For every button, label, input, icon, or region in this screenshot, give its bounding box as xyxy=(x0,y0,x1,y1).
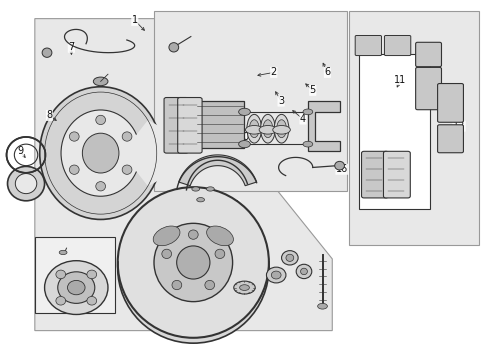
Ellipse shape xyxy=(118,193,268,343)
Ellipse shape xyxy=(96,115,105,125)
Ellipse shape xyxy=(42,48,52,57)
FancyBboxPatch shape xyxy=(437,125,463,153)
Ellipse shape xyxy=(87,270,97,279)
Text: 7: 7 xyxy=(68,42,74,52)
Ellipse shape xyxy=(245,126,263,134)
Ellipse shape xyxy=(87,297,97,305)
Ellipse shape xyxy=(303,109,312,115)
Text: 6: 6 xyxy=(324,67,330,77)
Ellipse shape xyxy=(285,254,293,261)
Bar xyxy=(358,54,429,209)
Text: 8: 8 xyxy=(46,111,52,121)
Ellipse shape xyxy=(93,77,108,86)
Ellipse shape xyxy=(154,223,232,302)
Ellipse shape xyxy=(317,303,327,309)
Ellipse shape xyxy=(272,126,290,134)
Polygon shape xyxy=(179,155,256,186)
Text: 16: 16 xyxy=(335,164,347,174)
Ellipse shape xyxy=(162,249,171,258)
Ellipse shape xyxy=(206,187,214,191)
Ellipse shape xyxy=(300,268,307,275)
Ellipse shape xyxy=(259,126,276,134)
Bar xyxy=(35,237,115,313)
Text: 5: 5 xyxy=(309,85,315,95)
Ellipse shape xyxy=(44,261,108,315)
Ellipse shape xyxy=(296,264,311,279)
Polygon shape xyxy=(195,101,244,148)
Ellipse shape xyxy=(168,42,178,52)
Ellipse shape xyxy=(122,165,132,174)
Bar xyxy=(348,12,478,244)
Ellipse shape xyxy=(196,198,204,202)
Ellipse shape xyxy=(96,181,105,191)
Text: 15: 15 xyxy=(141,215,153,224)
Text: 3: 3 xyxy=(278,96,284,106)
Text: 18: 18 xyxy=(15,189,27,199)
Ellipse shape xyxy=(188,230,198,239)
Ellipse shape xyxy=(58,272,95,303)
Ellipse shape xyxy=(172,280,182,290)
Ellipse shape xyxy=(238,140,250,148)
Ellipse shape xyxy=(56,270,65,279)
Ellipse shape xyxy=(276,120,286,138)
Text: 10: 10 xyxy=(238,132,250,142)
FancyBboxPatch shape xyxy=(437,84,463,122)
Ellipse shape xyxy=(67,280,85,295)
FancyBboxPatch shape xyxy=(383,151,409,198)
FancyBboxPatch shape xyxy=(177,98,202,153)
Text: 13: 13 xyxy=(70,272,82,282)
Ellipse shape xyxy=(61,110,140,196)
FancyBboxPatch shape xyxy=(384,36,410,55)
Ellipse shape xyxy=(82,133,119,173)
Text: 2: 2 xyxy=(270,67,276,77)
Polygon shape xyxy=(307,101,339,151)
Ellipse shape xyxy=(246,114,261,143)
Ellipse shape xyxy=(263,120,272,138)
Ellipse shape xyxy=(59,250,67,255)
Ellipse shape xyxy=(334,161,344,170)
Polygon shape xyxy=(35,19,331,330)
Ellipse shape xyxy=(69,165,79,174)
Ellipse shape xyxy=(153,226,180,246)
FancyBboxPatch shape xyxy=(415,67,441,110)
Text: 11: 11 xyxy=(394,75,406,85)
Ellipse shape xyxy=(238,108,250,116)
Ellipse shape xyxy=(281,251,298,265)
Bar xyxy=(154,12,346,191)
FancyBboxPatch shape xyxy=(361,151,387,198)
Ellipse shape xyxy=(7,166,44,201)
FancyBboxPatch shape xyxy=(415,42,441,67)
Ellipse shape xyxy=(239,285,249,291)
Ellipse shape xyxy=(191,187,199,191)
Ellipse shape xyxy=(266,267,285,283)
Ellipse shape xyxy=(249,120,259,138)
Ellipse shape xyxy=(69,132,79,141)
Text: 17: 17 xyxy=(192,325,204,336)
Text: 4: 4 xyxy=(299,114,305,124)
Text: 1: 1 xyxy=(131,15,138,26)
Text: 9: 9 xyxy=(17,146,23,156)
Ellipse shape xyxy=(274,114,288,143)
Ellipse shape xyxy=(176,246,209,279)
Ellipse shape xyxy=(122,132,132,141)
Ellipse shape xyxy=(40,87,161,220)
Text: 14: 14 xyxy=(227,200,240,210)
Ellipse shape xyxy=(215,249,224,258)
Ellipse shape xyxy=(118,187,268,338)
Ellipse shape xyxy=(204,280,214,290)
Ellipse shape xyxy=(56,297,65,305)
Text: 12: 12 xyxy=(452,121,464,131)
FancyBboxPatch shape xyxy=(354,36,381,55)
Ellipse shape xyxy=(260,114,275,143)
Ellipse shape xyxy=(206,226,233,246)
Ellipse shape xyxy=(15,174,37,194)
Wedge shape xyxy=(122,120,173,186)
Ellipse shape xyxy=(303,141,312,147)
Ellipse shape xyxy=(233,281,255,294)
FancyBboxPatch shape xyxy=(163,98,188,153)
Ellipse shape xyxy=(271,271,281,279)
